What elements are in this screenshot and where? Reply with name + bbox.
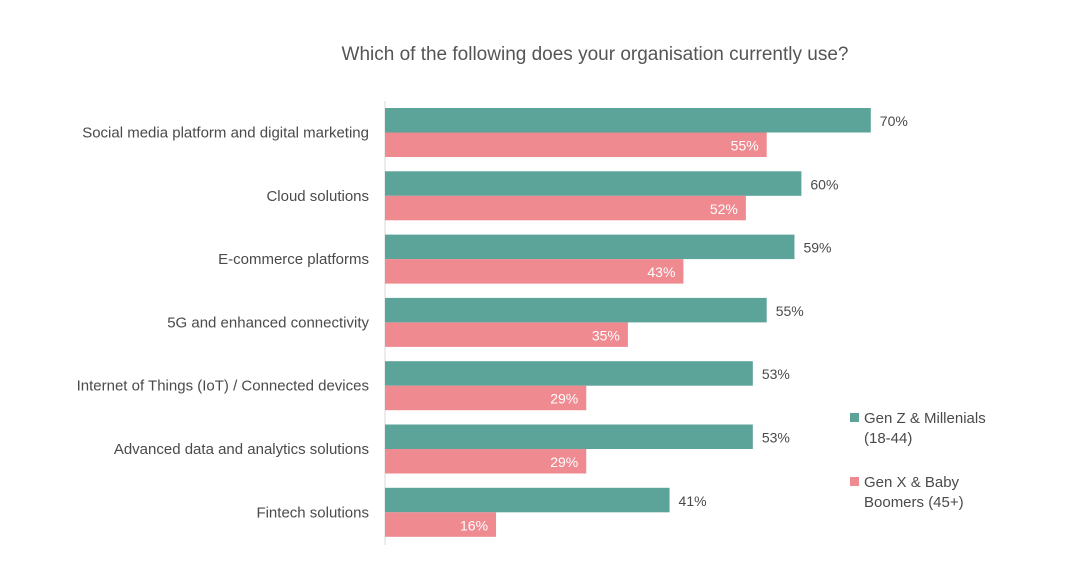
bar-gen-x-boomers xyxy=(385,512,497,537)
data-label: 41% xyxy=(679,493,707,509)
legend-swatch-gen-z-millenials xyxy=(850,413,859,422)
bar-gen-x-boomers xyxy=(385,449,587,474)
category-label: 5G and enhanced connectivity xyxy=(167,314,369,331)
data-label: 55% xyxy=(731,138,759,154)
category-label: E-commerce platforms xyxy=(218,251,369,268)
data-label: 16% xyxy=(460,517,488,533)
category-label: Advanced data and analytics solutions xyxy=(114,441,369,458)
legend-swatch-gen-x-boomers xyxy=(850,477,859,486)
data-label: 35% xyxy=(592,327,620,343)
bar-gen-z-millenials xyxy=(385,171,802,196)
legend-label: (18-44) xyxy=(864,430,912,447)
data-label: 52% xyxy=(710,201,738,217)
bar-gen-z-millenials xyxy=(385,234,795,260)
data-label: 29% xyxy=(550,454,578,470)
category-label: Cloud solutions xyxy=(266,188,369,205)
bar-gen-z-millenials xyxy=(385,108,871,133)
category-label: Social media platform and digital market… xyxy=(82,125,369,142)
bar-gen-z-millenials xyxy=(385,361,753,386)
bar-gen-z-millenials xyxy=(385,487,670,513)
bar-gen-x-boomers xyxy=(385,195,746,221)
category-label: Fintech solutions xyxy=(256,504,369,521)
data-label: 60% xyxy=(810,176,838,192)
data-label: 70% xyxy=(880,113,908,129)
bar-gen-x-boomers xyxy=(385,385,587,411)
legend-label: Boomers (45+) xyxy=(864,494,964,511)
legend-label: Gen Z & Millenials xyxy=(864,410,986,427)
category-label: Internet of Things (IoT) / Connected dev… xyxy=(77,378,369,395)
bar-gen-x-boomers xyxy=(385,259,684,284)
data-label: 43% xyxy=(647,264,675,280)
bar-gen-z-millenials xyxy=(385,297,767,323)
bar-gen-x-boomers xyxy=(385,132,767,157)
data-label: 55% xyxy=(776,303,804,319)
bar-gen-x-boomers xyxy=(385,322,628,347)
chart-title: Which of the following does your organis… xyxy=(342,44,849,65)
data-label: 29% xyxy=(550,391,578,407)
data-label: 59% xyxy=(803,240,831,256)
bar-gen-z-millenials xyxy=(385,424,753,449)
data-label: 53% xyxy=(762,430,790,446)
legend-label: Gen X & Baby xyxy=(864,474,960,491)
data-label: 53% xyxy=(762,366,790,382)
